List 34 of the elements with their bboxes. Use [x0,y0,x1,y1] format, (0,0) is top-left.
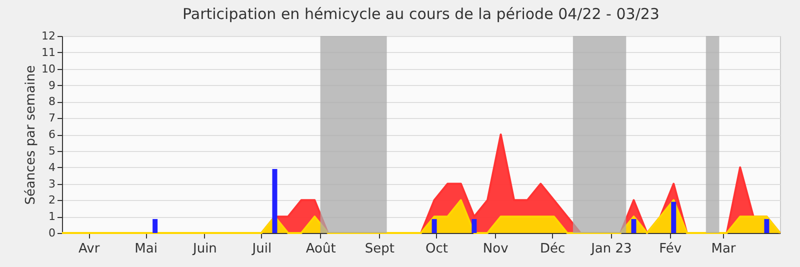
x-tick-label: Mai [134,242,158,256]
y-tick-label: 1 [48,210,56,224]
bar [152,219,158,233]
y-tick-label: 6 [48,128,56,141]
x-tick-label: Août [306,242,336,256]
x-tick-label: Sept [364,242,395,256]
bar [472,219,477,233]
y-axis-title: Séances par semaine [24,65,39,205]
chart-title: Participation en hémicycle au cours de la période 04/22 - 03/23 [182,5,660,23]
y-tick-label: 8 [48,95,56,108]
bar [272,168,278,233]
y-tick-label: 7 [48,112,56,125]
x-tick-label: Avr [78,242,100,256]
y-tick-label: 11 [42,46,56,59]
bar [432,219,437,233]
y-tick-label: 10 [42,62,56,76]
y-tick-label: 9 [48,78,56,92]
bar [764,219,770,233]
y-tick-label: 4 [48,160,56,174]
y-tick-label: 5 [48,144,56,158]
x-tick-label: Juin [192,242,217,256]
x-tick-label: Déc [540,242,566,256]
y-tick-label: 0 [48,226,56,240]
y-tick-label: 3 [48,177,56,190]
x-tick-label: Mar [711,242,736,256]
y-tick-label: 12 [42,30,56,42]
x-tick-label: Juil [251,242,272,256]
x-tick-label: Nov [482,242,509,256]
x-tick-label: Fév [659,242,682,256]
bar [671,202,676,233]
y-tick-label: 2 [48,194,56,207]
x-tick-label: Jan 23 [590,242,632,256]
x-tick-label: Oct [425,242,448,256]
bar [631,219,636,233]
